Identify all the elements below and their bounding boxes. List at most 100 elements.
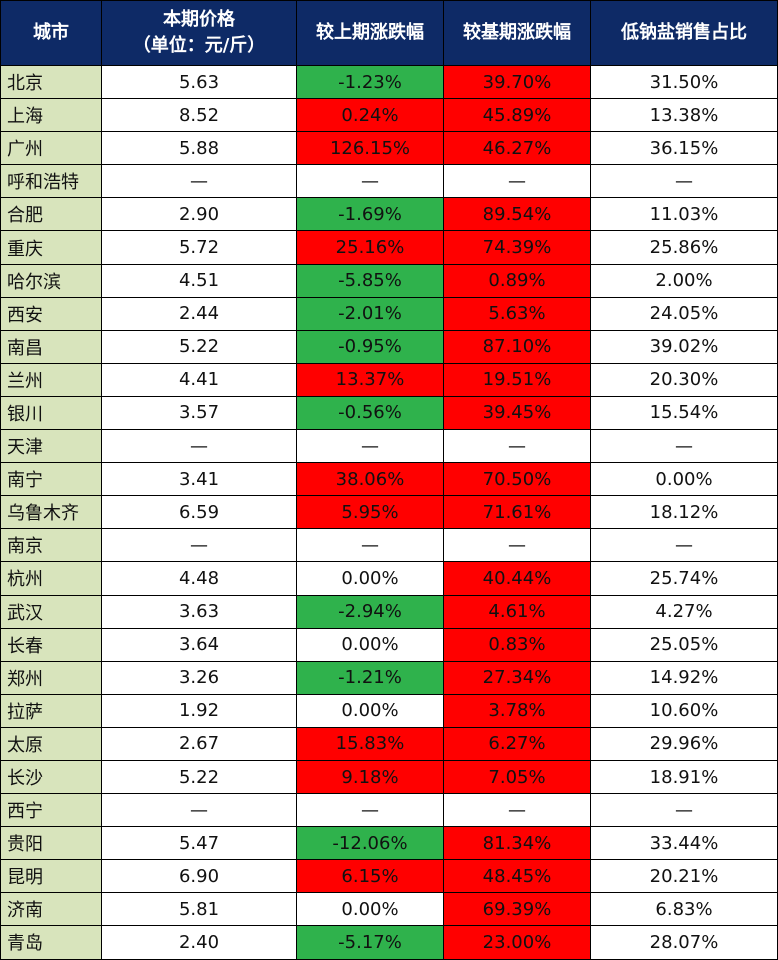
value-cell: 5.95% <box>296 495 444 530</box>
header-row: 城市 本期价格 （单位：元/斤） 较上期涨跌幅 较基期涨跌幅 低钠盐销售占比 <box>0 0 778 66</box>
value-cell: 6.27% <box>443 726 591 761</box>
city-cell: 太原 <box>0 726 102 761</box>
value-cell: -1.69% <box>296 197 444 232</box>
value-cell: 10.60% <box>590 693 778 728</box>
value-cell: 2.44 <box>101 296 297 331</box>
table-row: 合肥 2.90 -1.69% 89.54% 11.03% <box>0 197 778 232</box>
value-cell: 15.83% <box>296 726 444 761</box>
value-cell: 25.16% <box>296 230 444 265</box>
value-cell: 13.37% <box>296 362 444 397</box>
table-row: 兰州 4.41 13.37% 19.51% 20.30% <box>0 362 778 397</box>
header-cell: 较基期涨跌幅 <box>443 0 591 66</box>
value-cell: 38.06% <box>296 462 444 497</box>
city-cell: 广州 <box>0 131 102 166</box>
value-cell: 3.63 <box>101 594 297 629</box>
city-cell: 哈尔滨 <box>0 263 102 298</box>
city-cell: 贵阳 <box>0 826 102 861</box>
value-cell: 8.52 <box>101 98 297 133</box>
value-cell: 5.22 <box>101 329 297 364</box>
table-row: 上海 8.52 0.24% 45.89% 13.38% <box>0 98 778 133</box>
table-row: 银川 3.57 -0.56% 39.45% 15.54% <box>0 395 778 431</box>
value-cell: 39.70% <box>443 64 591 100</box>
value-cell: 4.27% <box>590 594 778 629</box>
value-cell: — <box>590 164 778 199</box>
value-cell: 0.00% <box>296 693 444 728</box>
value-cell: 4.61% <box>443 594 591 629</box>
table-row: 武汉 3.63 -2.94% 4.61% 4.27% <box>0 594 778 629</box>
table-row: 重庆 5.72 25.16% 74.39% 25.86% <box>0 230 778 265</box>
value-cell: 13.38% <box>590 98 778 133</box>
table-row: 呼和浩特 — — — — <box>0 164 778 199</box>
value-cell: 5.88 <box>101 131 297 166</box>
value-cell: 23.00% <box>443 925 591 960</box>
value-cell: 45.89% <box>443 98 591 133</box>
value-cell: 0.00% <box>590 462 778 497</box>
value-cell: -12.06% <box>296 826 444 861</box>
value-cell: 18.91% <box>590 759 778 795</box>
city-cell: 武汉 <box>0 594 102 629</box>
value-cell: 74.39% <box>443 230 591 265</box>
header-cell: 较上期涨跌幅 <box>296 0 444 66</box>
value-cell: 7.05% <box>443 759 591 795</box>
value-cell: — <box>296 793 444 828</box>
city-cell: 合肥 <box>0 197 102 232</box>
city-cell: 长春 <box>0 627 102 662</box>
value-cell: 46.27% <box>443 131 591 166</box>
table-row: 天津 — — — — <box>0 429 778 464</box>
city-cell: 乌鲁木齐 <box>0 495 102 530</box>
value-cell: 71.61% <box>443 495 591 530</box>
table-row: 长春 3.64 0.00% 0.83% 25.05% <box>0 627 778 662</box>
value-cell: — <box>101 528 297 563</box>
value-cell: 5.47 <box>101 826 297 861</box>
city-cell: 长沙 <box>0 759 102 795</box>
value-cell: 6.59 <box>101 495 297 530</box>
table-row: 郑州 3.26 -1.21% 27.34% 14.92% <box>0 660 778 695</box>
value-cell: 15.54% <box>590 395 778 431</box>
value-cell: 5.72 <box>101 230 297 265</box>
city-cell: 济南 <box>0 892 102 927</box>
value-cell: 2.40 <box>101 925 297 960</box>
table-row: 哈尔滨 4.51 -5.85% 0.89% 2.00% <box>0 263 778 298</box>
value-cell: -0.95% <box>296 329 444 364</box>
value-cell: 2.90 <box>101 197 297 232</box>
value-cell: 20.21% <box>590 859 778 894</box>
value-cell: — <box>101 429 297 464</box>
table-row: 杭州 4.48 0.00% 40.44% 25.74% <box>0 561 778 596</box>
value-cell: 40.44% <box>443 561 591 596</box>
city-cell: 南京 <box>0 528 102 563</box>
value-cell: -5.85% <box>296 263 444 298</box>
value-cell: 5.63 <box>101 64 297 100</box>
city-cell: 银川 <box>0 395 102 431</box>
value-cell: -0.56% <box>296 395 444 431</box>
value-cell: 87.10% <box>443 329 591 364</box>
table-body: 北京 5.63 -1.23% 39.70% 31.50% 上海 8.52 0.24% 45.89… <box>0 64 778 960</box>
value-cell: 6.15% <box>296 859 444 894</box>
table-row: 乌鲁木齐 6.59 5.95% 71.61% 18.12% <box>0 495 778 530</box>
value-cell: 20.30% <box>590 362 778 397</box>
value-cell: 14.92% <box>590 660 778 695</box>
city-cell: 北京 <box>0 64 102 100</box>
value-cell: — <box>296 429 444 464</box>
value-cell: 0.00% <box>296 627 444 662</box>
value-cell: 0.00% <box>296 561 444 596</box>
table-row: 青岛 2.40 -5.17% 23.00% 28.07% <box>0 925 778 960</box>
value-cell: — <box>443 528 591 563</box>
value-cell: 33.44% <box>590 826 778 861</box>
city-cell: 杭州 <box>0 561 102 596</box>
value-cell: 3.64 <box>101 627 297 662</box>
value-cell: 39.02% <box>590 329 778 364</box>
value-cell: — <box>590 429 778 464</box>
value-cell: — <box>443 164 591 199</box>
table-row: 南宁 3.41 38.06% 70.50% 0.00% <box>0 462 778 497</box>
value-cell: 81.34% <box>443 826 591 861</box>
city-cell: 拉萨 <box>0 693 102 728</box>
value-cell: 11.03% <box>590 197 778 232</box>
value-cell: -1.23% <box>296 64 444 100</box>
table-row: 西安 2.44 -2.01% 5.63% 24.05% <box>0 296 778 331</box>
value-cell: 9.18% <box>296 759 444 795</box>
city-cell: 郑州 <box>0 660 102 695</box>
value-cell: 27.34% <box>443 660 591 695</box>
value-cell: 25.74% <box>590 561 778 596</box>
value-cell: 3.57 <box>101 395 297 431</box>
